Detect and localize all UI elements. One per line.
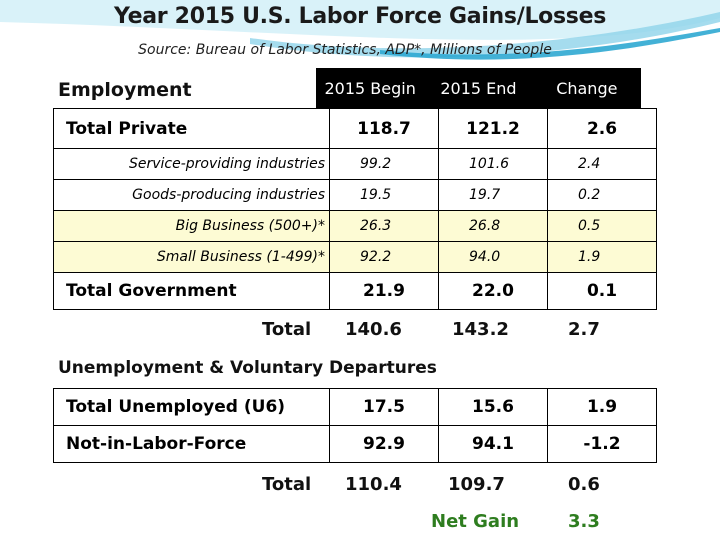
row-label: Small Business (1-499)* bbox=[53, 241, 330, 273]
total-begin: 110.4 bbox=[345, 474, 402, 495]
begin-value: 92.9 bbox=[329, 425, 439, 463]
change-value: 0.1 bbox=[547, 272, 657, 310]
unemployment-table: Total Unemployed (U6) 17.5 15.6 1.9 Not-… bbox=[53, 388, 657, 463]
row-label: Big Business (500+)* bbox=[53, 210, 330, 242]
table-row-total-private: Total Private 118.7 121.2 2.6 bbox=[53, 108, 657, 149]
net-gain-value: 3.3 bbox=[568, 511, 600, 532]
begin-value: 118.7 bbox=[329, 108, 439, 149]
row-label: Total Government bbox=[53, 272, 330, 310]
end-value: 101.6 bbox=[438, 148, 548, 180]
table-row-service: Service-providing industries 99.2 101.6 … bbox=[53, 148, 657, 180]
unemployment-heading: Unemployment & Voluntary Departures bbox=[58, 358, 437, 378]
begin-value: 92.2 bbox=[329, 241, 439, 273]
page-title: Year 2015 U.S. Labor Force Gains/Losses bbox=[114, 4, 606, 29]
column-header-end: 2015 End bbox=[440, 78, 517, 98]
total-end: 109.7 bbox=[448, 474, 505, 495]
row-label: Service-providing industries bbox=[53, 148, 330, 180]
change-value: -1.2 bbox=[547, 425, 657, 463]
net-gain-label: Net Gain bbox=[431, 511, 520, 532]
change-value: 0.2 bbox=[547, 179, 657, 211]
total-change: 2.7 bbox=[568, 319, 600, 340]
column-header-begin: 2015 Begin bbox=[324, 78, 416, 98]
employment-heading: Employment bbox=[58, 79, 192, 101]
table-row-not-in-labor-force: Not-in-Labor-Force 92.9 94.1 -1.2 bbox=[53, 425, 657, 463]
total-label: Total bbox=[262, 474, 312, 495]
total-begin: 140.6 bbox=[345, 319, 402, 340]
change-value: 2.6 bbox=[547, 108, 657, 149]
end-value: 19.7 bbox=[438, 179, 548, 211]
total-label: Total bbox=[262, 319, 312, 340]
end-value: 22.0 bbox=[438, 272, 548, 310]
row-label: Total Unemployed (U6) bbox=[53, 388, 330, 426]
end-value: 94.1 bbox=[438, 425, 548, 463]
table-row-goods: Goods-producing industries 19.5 19.7 0.2 bbox=[53, 179, 657, 211]
table-row-small-business: Small Business (1-499)* 92.2 94.0 1.9 bbox=[53, 241, 657, 273]
end-value: 15.6 bbox=[438, 388, 548, 426]
row-label: Goods-producing industries bbox=[53, 179, 330, 211]
end-value: 121.2 bbox=[438, 108, 548, 149]
end-value: 94.0 bbox=[438, 241, 548, 273]
row-label: Total Private bbox=[53, 108, 330, 149]
table-row-unemployed: Total Unemployed (U6) 17.5 15.6 1.9 bbox=[53, 388, 657, 426]
end-value: 26.8 bbox=[438, 210, 548, 242]
table-row-total-government: Total Government 21.9 22.0 0.1 bbox=[53, 272, 657, 310]
employment-table: Total Private 118.7 121.2 2.6 Service-pr… bbox=[53, 108, 657, 310]
decorative-swoosh bbox=[0, 0, 720, 60]
begin-value: 26.3 bbox=[329, 210, 439, 242]
total-change: 0.6 bbox=[568, 474, 600, 495]
page-subtitle: Source: Bureau of Labor Statistics, ADP*… bbox=[138, 42, 552, 58]
begin-value: 17.5 bbox=[329, 388, 439, 426]
begin-value: 19.5 bbox=[329, 179, 439, 211]
column-header-change: Change bbox=[556, 78, 618, 98]
change-value: 2.4 bbox=[547, 148, 657, 180]
begin-value: 99.2 bbox=[329, 148, 439, 180]
row-label: Not-in-Labor-Force bbox=[53, 425, 330, 463]
total-end: 143.2 bbox=[452, 319, 509, 340]
begin-value: 21.9 bbox=[329, 272, 439, 310]
table-header: 2015 Begin 2015 End Change bbox=[316, 68, 641, 108]
change-value: 1.9 bbox=[547, 241, 657, 273]
table-row-big-business: Big Business (500+)* 26.3 26.8 0.5 bbox=[53, 210, 657, 242]
change-value: 0.5 bbox=[547, 210, 657, 242]
change-value: 1.9 bbox=[547, 388, 657, 426]
